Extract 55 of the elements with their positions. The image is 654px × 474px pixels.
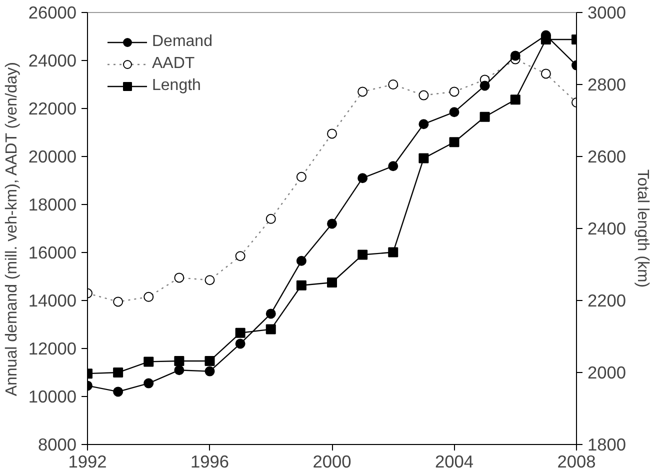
y2-tick-label: 2600 bbox=[588, 146, 626, 166]
y2-tick-label: 2800 bbox=[588, 74, 626, 94]
y-tick-label: 8000 bbox=[38, 434, 77, 454]
point bbox=[327, 278, 337, 288]
y-tick-label: 10000 bbox=[28, 386, 76, 406]
y2-tick-label: 2000 bbox=[588, 362, 626, 382]
legend-label: Length bbox=[152, 77, 201, 95]
point bbox=[266, 324, 276, 334]
y2-axis-title: Total length (km) bbox=[634, 169, 652, 288]
point bbox=[510, 94, 520, 105]
y-tick-label: 12000 bbox=[28, 338, 76, 358]
point bbox=[418, 119, 429, 130]
x-tick-label: 1992 bbox=[68, 452, 107, 472]
legend-label: Demand bbox=[152, 33, 212, 51]
point bbox=[113, 368, 124, 378]
point bbox=[174, 365, 184, 376]
point bbox=[144, 356, 154, 367]
point bbox=[480, 80, 490, 91]
point bbox=[449, 137, 460, 148]
x-tick-label: 2000 bbox=[312, 452, 352, 472]
y-tick-label: 20000 bbox=[28, 146, 76, 166]
point bbox=[296, 280, 306, 290]
point bbox=[235, 328, 246, 338]
y-axis-title: Annual demand (mill. veh-km), AADT (ven/day) bbox=[3, 62, 20, 396]
point bbox=[113, 386, 124, 397]
point bbox=[266, 308, 276, 319]
point bbox=[174, 356, 184, 366]
legend-label: AADT bbox=[152, 55, 195, 73]
x-tick-label: 2008 bbox=[557, 452, 596, 472]
point bbox=[510, 50, 520, 61]
x-tick-label: 2004 bbox=[434, 452, 474, 472]
point bbox=[296, 256, 306, 266]
point bbox=[388, 161, 398, 172]
y2-tick-label: 1800 bbox=[588, 434, 626, 454]
y-tick-label: 22000 bbox=[28, 98, 76, 118]
point bbox=[449, 107, 460, 118]
point bbox=[358, 250, 368, 260]
y-tick-label: 14000 bbox=[28, 290, 76, 310]
point bbox=[327, 218, 337, 229]
y-tick-label: 16000 bbox=[28, 242, 76, 262]
y-tick-label: 24000 bbox=[28, 50, 76, 70]
point bbox=[480, 112, 490, 122]
y2-tick-label: 2200 bbox=[588, 290, 626, 310]
point bbox=[418, 153, 429, 164]
point bbox=[358, 173, 368, 184]
point bbox=[204, 366, 215, 376]
point bbox=[388, 247, 398, 258]
y2-tick-label: 3000 bbox=[588, 2, 626, 22]
x-tick-label: 1996 bbox=[190, 452, 230, 472]
point bbox=[235, 338, 246, 349]
point bbox=[204, 356, 215, 366]
point bbox=[144, 378, 154, 388]
y-tick-label: 18000 bbox=[28, 194, 76, 214]
y-tick-label: 26000 bbox=[28, 2, 76, 22]
y2-tick-label: 2400 bbox=[588, 218, 626, 238]
